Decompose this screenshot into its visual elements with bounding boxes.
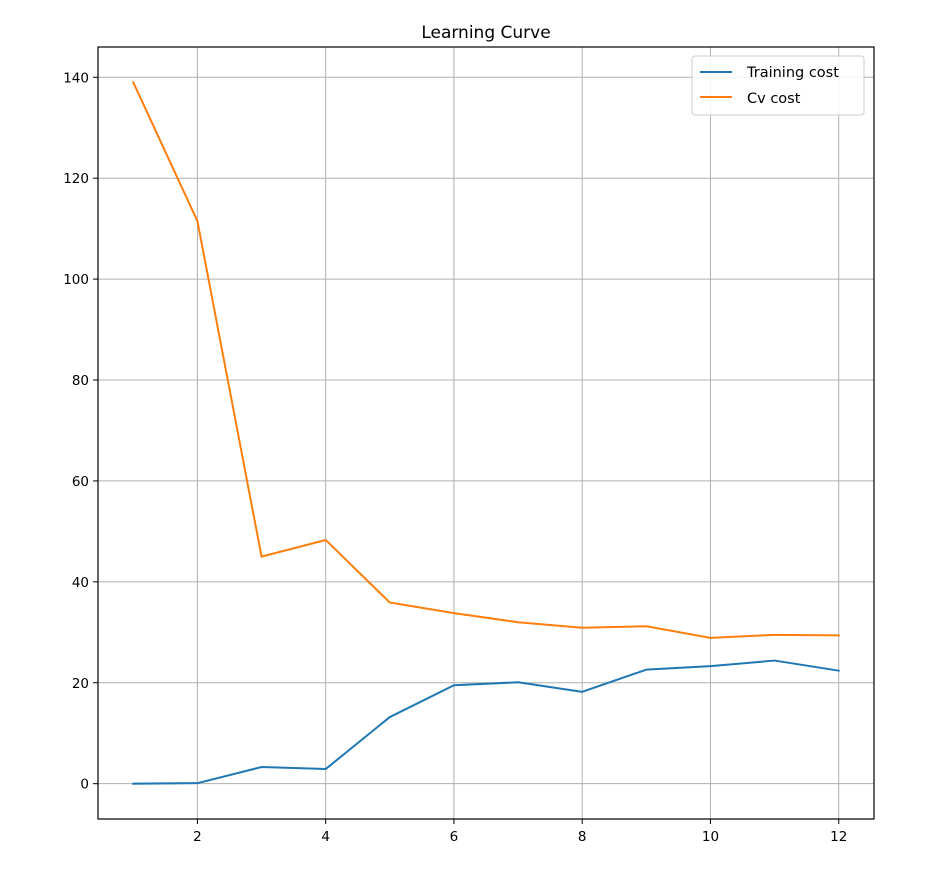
y-tick-label: 60 [72,474,89,490]
y-tick-label: 120 [63,171,89,187]
y-tick-label: 80 [72,373,89,389]
x-tick-label: 12 [830,829,847,845]
series-line-training-cost [132,659,840,785]
series-layer [131,80,840,785]
y-tick-label: 100 [63,272,89,288]
series-line-cv-cost [131,80,840,639]
x-tick-label: 4 [321,829,330,845]
legend: Training cost Cv cost [691,55,865,116]
chart-title: Learning Curve [421,23,550,43]
x-tick-label: 10 [702,829,719,845]
y-tick-label: 40 [72,575,89,591]
x-tick-label: 2 [193,829,202,845]
legend-box [691,55,865,116]
x-tick-label: 8 [578,829,587,845]
y-tick-label: 0 [80,777,89,793]
y-tick-label: 20 [72,676,89,692]
plot-frame [97,46,875,820]
x-tick-label: 6 [450,829,459,845]
legend-label-cv-cost: Cv cost [747,91,801,107]
legend-label-training-cost: Training cost [746,65,839,81]
y-tick-label: 140 [63,70,89,86]
